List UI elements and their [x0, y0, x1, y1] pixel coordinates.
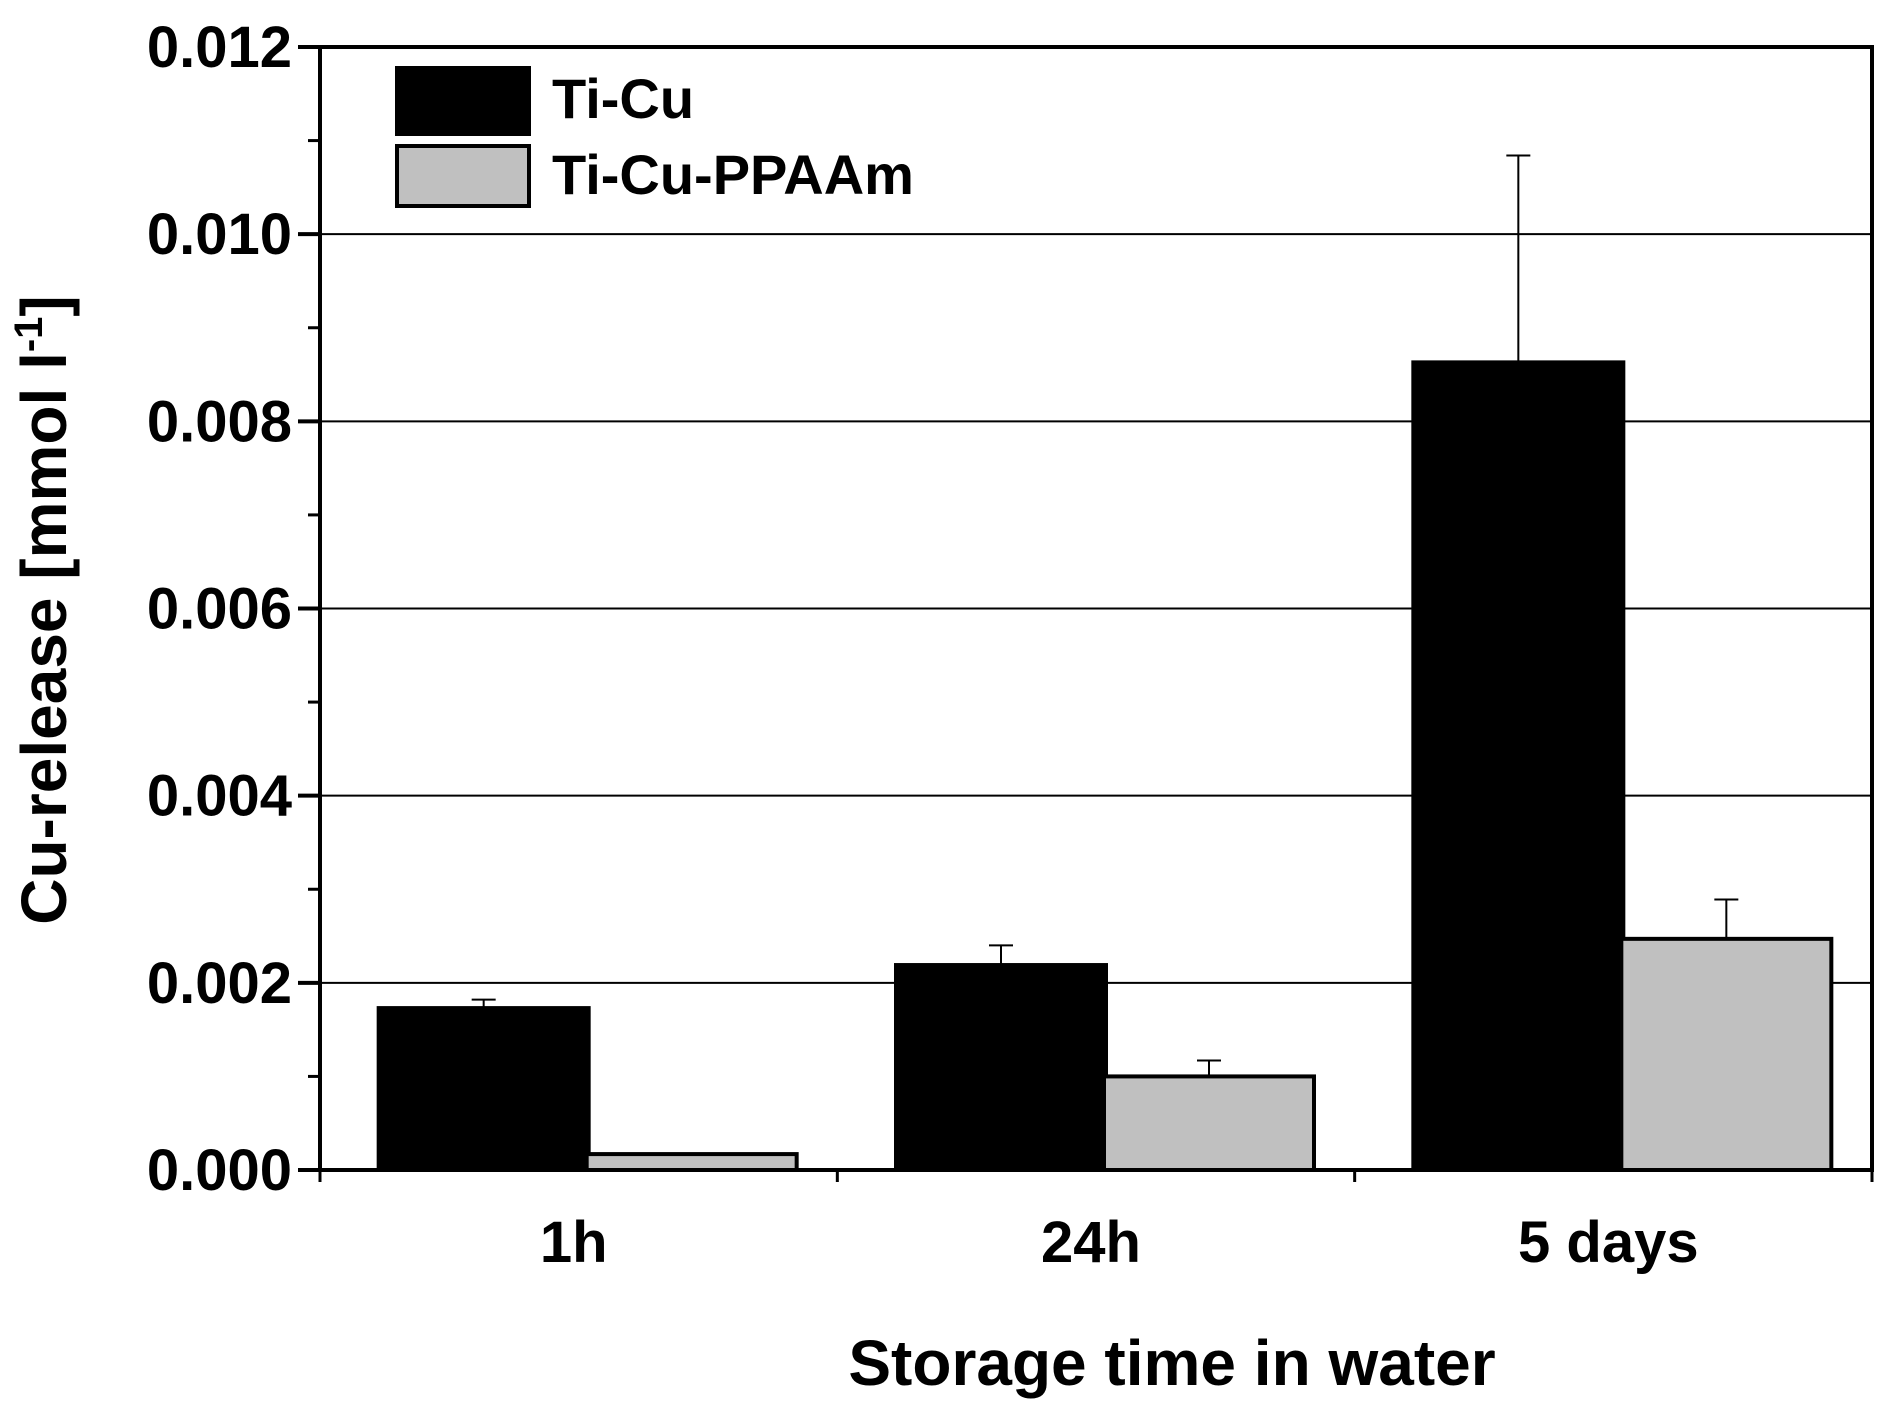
legend-swatch-ti-cu-ppaam — [395, 144, 531, 208]
legend-label-ti-cu-ppaam: Ti-Cu-PPAAm — [552, 143, 914, 206]
grid-lines — [320, 233, 1872, 984]
y-tick-label: 0.006 — [147, 577, 292, 642]
legend: Ti-Cu Ti-Cu-PPAAm — [395, 66, 914, 208]
error-bars — [471, 154, 1739, 1077]
bar-ti-cu-ppaam-5-days — [1619, 936, 1834, 1173]
x-tick-label: 1h — [540, 1210, 608, 1275]
legend-label-ti-cu: Ti-Cu — [552, 67, 694, 130]
y-axis-title-bracket: ] — [8, 295, 80, 316]
y-axis-title: Cu-release [mmol l-1] — [7, 295, 80, 925]
x-tick-label: 5 days — [1518, 1210, 1699, 1275]
y-tick-label: 0.008 — [147, 389, 292, 454]
y-axis-title-main: Cu-release [mmol l — [8, 352, 80, 925]
bar-ti-cu-24h — [894, 963, 1108, 1172]
bar-ti-cu-1h — [376, 1006, 591, 1172]
y-axis-ticks: 0.000 0.002 0.004 0.006 0.008 0.010 0.012 — [147, 15, 320, 1203]
bars — [376, 360, 1834, 1173]
y-tick-label: 0.002 — [147, 951, 292, 1016]
bar-ti-cu-ppaam-24h — [1102, 1074, 1316, 1172]
y-axis-title-superscript: -1 — [7, 317, 51, 353]
x-axis-title: Storage time in water — [848, 1327, 1495, 1399]
y-tick-label: 0.010 — [147, 202, 292, 267]
bar-ti-cu-ppaam-1h — [584, 1152, 799, 1172]
y-tick-label: 0.000 — [147, 1138, 292, 1203]
x-axis-ticks: 1h 24h 5 days — [318, 1170, 1874, 1275]
y-tick-label: 0.012 — [147, 15, 292, 80]
y-tick-label: 0.004 — [147, 764, 292, 829]
bar-ti-cu-5-days — [1411, 360, 1626, 1172]
legend-swatch-ti-cu — [395, 66, 531, 136]
x-tick-label: 24h — [1041, 1210, 1141, 1275]
